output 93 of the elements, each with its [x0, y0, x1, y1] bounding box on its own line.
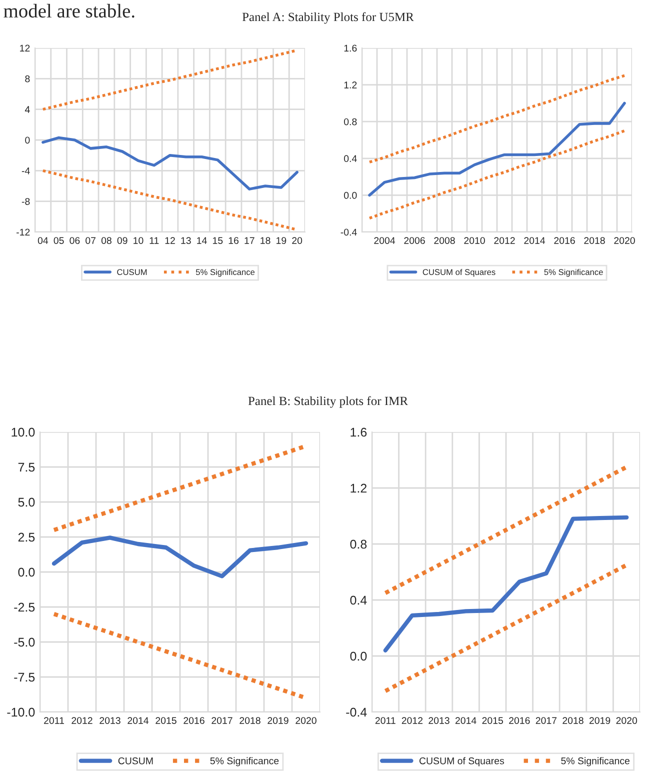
x-tick-label: 15 — [212, 237, 223, 244]
x-tick-label: 2018 — [240, 717, 260, 724]
x-tick-label: 2010 — [464, 237, 485, 244]
x-tick-label: 2006 — [404, 237, 425, 244]
y-tick-label: -10.0 — [7, 708, 35, 717]
y-tick-label: -0.4 — [340, 228, 357, 236]
y-tick-label: 0.4 — [344, 155, 357, 162]
y-tick-label: 0.8 — [344, 118, 357, 126]
x-tick-label: 18 — [260, 237, 270, 244]
text: model are stable. — [4, 4, 134, 18]
x-tick-label: 2013 — [100, 717, 120, 724]
line-series — [52, 536, 308, 578]
x-tick-label: 2016 — [509, 717, 530, 724]
y-tick-label: 1.6 — [350, 428, 367, 437]
x-tick-label: 2015 — [482, 717, 504, 724]
x-tick-label: 2019 — [268, 717, 288, 724]
x-tick-label: 2012 — [494, 237, 515, 244]
x-tick-label: 11 — [150, 237, 159, 244]
y-tick-label: 0 — [25, 136, 30, 144]
legend-label: 5% Significance — [561, 757, 630, 766]
y-tick-label: 12 — [20, 44, 30, 52]
x-tick-label: 2013 — [428, 717, 450, 724]
legend-label: CUSUM of Squares — [422, 268, 496, 277]
x-tick-label: 2014 — [455, 717, 476, 724]
x-tick-label: 2017 — [536, 717, 557, 724]
x-tick-label: 13 — [181, 237, 191, 244]
x-tick-label: 04 — [38, 237, 48, 244]
x-tick-label: 2015 — [156, 717, 176, 724]
x-tick-label: 2020 — [614, 237, 635, 244]
line-series — [368, 74, 626, 164]
x-tick-label: 17 — [244, 237, 254, 244]
x-tick-label: 2016 — [184, 717, 204, 724]
y-tick-label: 5.0 — [18, 498, 35, 507]
x-tick-label: 2012 — [402, 717, 423, 724]
x-tick-label: 2011 — [44, 717, 64, 724]
legend-label: 5% Significance — [210, 757, 279, 766]
y-tick-label: 0.0 — [350, 652, 367, 661]
x-tick-label: 2014 — [128, 717, 149, 724]
chart-title: Panel B: Stability plots for IMR — [248, 396, 408, 408]
y-tick-label: -12 — [16, 228, 30, 236]
x-tick-label: 2008 — [434, 237, 455, 244]
x-tick-label: 06 — [70, 237, 80, 244]
x-tick-label: 2018 — [584, 237, 605, 244]
y-tick-label: 0.4 — [350, 596, 367, 605]
x-tick-label: 05 — [54, 237, 64, 244]
x-tick-label: 2011 — [375, 717, 396, 724]
y-tick-label: -4 — [22, 168, 30, 174]
x-tick-label: 08 — [101, 237, 112, 244]
x-tick-label: 14 — [197, 237, 207, 244]
legend-label: CUSUM — [117, 269, 147, 276]
chart-title: Panel A: Stability Plots for U5MR — [242, 12, 414, 24]
x-tick-label: 2014 — [524, 237, 546, 244]
legend-label: 5% Significance — [544, 268, 603, 277]
legend-label: 5% Significance — [196, 268, 255, 277]
y-tick-label: 10.0 — [12, 428, 35, 437]
line-series — [383, 562, 629, 694]
line-series — [383, 515, 629, 652]
y-tick-label: 1.2 — [350, 484, 367, 493]
y-tick-label: 1.6 — [344, 44, 357, 52]
y-tick-label: 0.0 — [18, 568, 35, 577]
y-tick-label: -7.5 — [14, 672, 35, 682]
y-tick-label: 0.8 — [350, 540, 367, 549]
x-tick-label: 16 — [228, 237, 239, 244]
legend-label: CUSUM of Squares — [420, 757, 504, 766]
y-tick-label: -0.4 — [346, 708, 367, 717]
x-tick-label: 20 — [292, 237, 302, 244]
x-tick-label: 2004 — [374, 237, 396, 244]
x-tick-label: 2018 — [562, 717, 584, 724]
y-tick-label: 7.5 — [18, 462, 35, 472]
legend-label: CUSUM — [118, 757, 153, 764]
x-tick-label: 2020 — [616, 717, 638, 724]
y-tick-label: -2.5 — [14, 602, 35, 612]
y-tick-label: 2.5 — [18, 532, 35, 542]
line-series — [42, 136, 298, 190]
line-series — [368, 102, 626, 197]
x-tick-label: 09 — [117, 237, 128, 244]
y-tick-label: 0.0 — [344, 192, 357, 199]
x-tick-label: 2016 — [554, 237, 575, 244]
x-tick-label: 10 — [134, 237, 144, 244]
line-series — [383, 464, 629, 596]
x-tick-label: 19 — [276, 237, 286, 244]
line-series — [368, 129, 626, 220]
x-tick-label: 07 — [86, 237, 96, 244]
y-tick-label: 4 — [24, 106, 30, 113]
x-tick-label: 12 — [165, 237, 175, 244]
y-tick-label: 8 — [25, 75, 30, 82]
x-tick-label: 2012 — [72, 717, 92, 724]
y-tick-label: 1.2 — [344, 82, 357, 88]
x-tick-label: 2020 — [296, 717, 316, 724]
x-tick-label: 2017 — [212, 717, 232, 724]
y-tick-label: -8 — [22, 198, 30, 205]
y-tick-label: -5.0 — [14, 638, 35, 647]
x-tick-label: 2019 — [589, 717, 610, 724]
